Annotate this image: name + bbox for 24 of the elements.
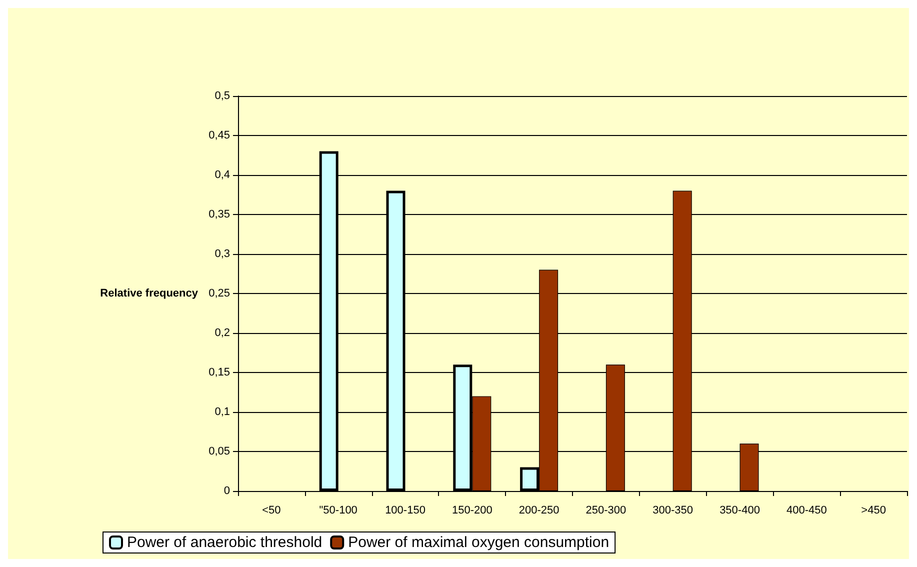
x-tick-label: 150-200 xyxy=(452,504,492,516)
x-tick-label: >450 xyxy=(861,504,886,516)
x-tick-label: "50-100 xyxy=(319,504,358,516)
y-tick-label: 0,5 xyxy=(214,90,230,102)
y-tick-label: 0,2 xyxy=(214,327,230,339)
x-tick-label: 200-250 xyxy=(518,504,560,516)
x-tick-label: 100-150 xyxy=(385,504,426,516)
y-tick-label: 0,4 xyxy=(214,169,230,181)
x-tick-label: 250-300 xyxy=(586,504,626,516)
y-tick-label: 0,35 xyxy=(208,208,230,220)
y-tick-label: 0 xyxy=(224,485,230,497)
y-axis-title: Relative frequency xyxy=(100,288,199,300)
y-tick-label: 0,25 xyxy=(208,288,230,300)
y-tick-label: 0,05 xyxy=(208,446,230,458)
x-tick-label: <50 xyxy=(262,504,281,516)
y-tick-label: 0,1 xyxy=(214,406,230,418)
y-tick-label: 0,45 xyxy=(208,130,230,142)
x-tick-label: 350-400 xyxy=(720,504,760,516)
x-tick-label: 300-350 xyxy=(652,504,694,516)
legend-label: Power of anaerobic threshold xyxy=(127,534,322,551)
y-tick-label: 0,15 xyxy=(208,366,230,378)
x-tick-label: 400-450 xyxy=(786,504,827,516)
legend-label: Power of maximal oxygen consumption xyxy=(348,534,610,551)
y-tick-label: 0,3 xyxy=(214,248,230,260)
